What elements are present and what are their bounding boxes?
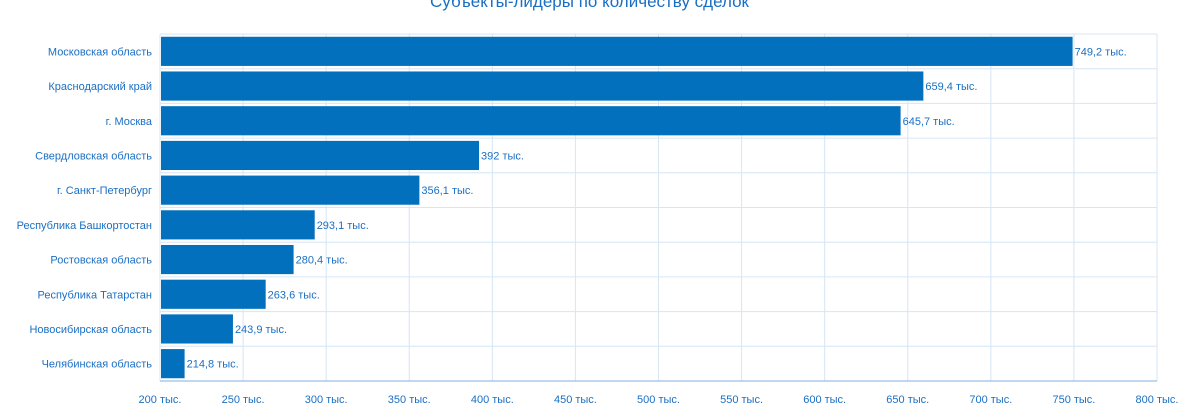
x-tick-label: 650 тыс.: [886, 394, 929, 406]
x-tick-label: 350 тыс.: [388, 394, 431, 406]
data-label: 263,6 тыс.: [268, 289, 320, 301]
chart-title: Субъекты-лидеры по количеству сделок: [430, 0, 749, 11]
x-tick-label: 600 тыс.: [803, 394, 846, 406]
bar[interactable]: [161, 279, 266, 309]
category-label: г. Санкт-Петербург: [57, 185, 152, 197]
category-label: Новосибирская область: [29, 324, 152, 336]
data-label: 280,4 тыс.: [296, 255, 348, 267]
x-tick-label: 250 тыс.: [222, 394, 265, 406]
data-labels: 749,2 тыс. 659,4 тыс. 645,7 тыс. 392 тыс. 35…: [187, 46, 1127, 370]
bar[interactable]: [161, 349, 185, 379]
category-label: Краснодарский край: [48, 81, 152, 93]
x-tick-label: 300 тыс.: [305, 394, 348, 406]
x-tick-label: 700 тыс.: [969, 394, 1012, 406]
category-label: Челябинская область: [42, 359, 153, 371]
x-tick-label: 800 тыс.: [1136, 394, 1179, 406]
category-label: Республика Татарстан: [37, 289, 152, 301]
x-tick-label: 500 тыс.: [637, 394, 680, 406]
x-tick-label: 750 тыс.: [1052, 394, 1095, 406]
category-label: Московская область: [48, 46, 152, 58]
category-label: г. Москва: [106, 116, 153, 128]
bar[interactable]: [161, 175, 420, 205]
bar[interactable]: [161, 244, 294, 275]
x-tick-label: 200 тыс.: [139, 394, 182, 406]
category-label: Ростовская область: [50, 255, 152, 267]
x-tick-label: 550 тыс.: [720, 394, 763, 406]
bar[interactable]: [161, 71, 924, 101]
x-axis-ticks: 200 тыс. 250 тыс. 300 тыс. 350 тыс. 400 тыс.…: [139, 394, 1179, 406]
bar[interactable]: [161, 314, 233, 344]
x-tick-label: 400 тыс.: [471, 394, 514, 406]
category-label: Республика Башкортостан: [17, 220, 152, 232]
data-label: 659,4 тыс.: [925, 81, 977, 93]
data-label: 392 тыс.: [481, 150, 524, 162]
data-label: 356,1 тыс.: [421, 185, 473, 197]
data-label: 749,2 тыс.: [1075, 46, 1127, 58]
data-label: 243,9 тыс.: [235, 324, 287, 336]
bar[interactable]: [161, 106, 901, 136]
category-labels: Московская область Краснодарский край г. М…: [17, 46, 153, 370]
grid-lines: [159, 33, 1158, 382]
data-label: 293,1 тыс.: [317, 220, 369, 232]
bar[interactable]: [161, 210, 315, 240]
category-label: Свердловская область: [35, 150, 152, 162]
data-label: 214,8 тыс.: [187, 359, 239, 371]
x-tick-label: 450 тыс.: [554, 394, 597, 406]
bars: [161, 36, 1073, 379]
bar[interactable]: [161, 140, 480, 171]
bar[interactable]: [161, 36, 1073, 66]
data-label: 645,7 тыс.: [903, 116, 955, 128]
